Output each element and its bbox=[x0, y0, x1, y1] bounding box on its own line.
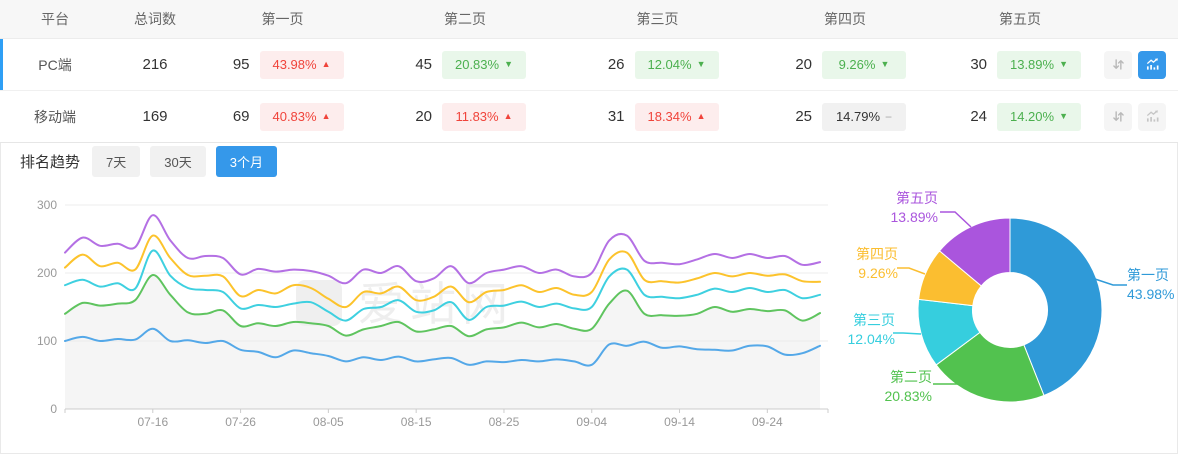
trend-arrow-icon: ▼ bbox=[880, 59, 890, 69]
page1-cell: 69 40.83% ▲ bbox=[200, 102, 365, 131]
range-tabs: 7天 30天 3个月 bbox=[92, 145, 277, 177]
trend-arrow-icon: ▼ bbox=[1059, 111, 1068, 121]
header-total: 总词数 bbox=[134, 11, 176, 27]
page4-count: 25 bbox=[795, 108, 812, 125]
trend-badge: 11.83% ▲ bbox=[442, 102, 526, 131]
trend-line-chart: 爱站网 0 100 200 300 07-16 07-26 08-05 08-15 08-25 09… bbox=[37, 198, 829, 429]
page1-cell: 95 43.98% ▲ bbox=[200, 50, 365, 79]
page2-cell: 20 11.83% ▲ bbox=[365, 102, 565, 131]
trend-badge: 20.83% ▼ bbox=[442, 50, 526, 79]
tab-7-days[interactable]: 7天 bbox=[92, 145, 141, 177]
svg-text:0: 0 bbox=[50, 402, 57, 416]
svg-text:爱站网: 爱站网 bbox=[358, 278, 514, 330]
svg-text:09-14: 09-14 bbox=[664, 415, 695, 429]
svg-text:08-05: 08-05 bbox=[313, 415, 344, 429]
donut-label-page5: 第五页 13.89% bbox=[890, 190, 938, 225]
header-page3: 第三页 bbox=[636, 11, 679, 27]
header-page5: 第五页 bbox=[999, 11, 1041, 27]
page1-count: 69 bbox=[232, 108, 250, 125]
donut-label-page1: 第一页 43.98% bbox=[1127, 267, 1175, 302]
header-page2: 第二页 bbox=[444, 11, 486, 27]
svg-text:08-25: 08-25 bbox=[489, 415, 520, 429]
trend-chart-button[interactable] bbox=[1138, 50, 1166, 79]
trend-arrow-icon: ▲ bbox=[321, 111, 331, 121]
trend-badge: 14.20% ▼ bbox=[997, 102, 1081, 131]
page2-count: 45 bbox=[415, 56, 432, 73]
page3-count: 26 bbox=[607, 56, 625, 73]
table-row-mobile[interactable]: 移动端 169 69 40.83% ▲ 20 11.83% ▲ 31 18.34% ▲… bbox=[0, 91, 1178, 143]
page5-cell: 24 14.20% ▼ bbox=[940, 102, 1100, 131]
header-page4: 第四页 bbox=[824, 11, 866, 27]
trend-badge: 43.98% ▲ bbox=[259, 50, 344, 79]
trend-arrow-icon: ▲ bbox=[696, 111, 706, 121]
svg-text:07-26: 07-26 bbox=[225, 415, 256, 429]
svg-text:09-04: 09-04 bbox=[576, 415, 607, 429]
platform-name: PC端 bbox=[38, 56, 72, 73]
page-distribution-donut-chart bbox=[893, 211, 1127, 403]
donut-label-page2: 第二页 20.83% bbox=[884, 369, 932, 404]
trend-badge: 12.04% ▼ bbox=[634, 50, 719, 79]
total-words: 169 bbox=[142, 108, 168, 125]
trend-badge: 40.83% ▲ bbox=[259, 102, 344, 131]
trend-badge: 18.34% ▲ bbox=[634, 102, 719, 131]
trend-chart-icon bbox=[1146, 58, 1158, 70]
page1-count: 95 bbox=[232, 56, 250, 73]
donut-label-page3: 第三页 12.04% bbox=[847, 312, 895, 347]
row-actions bbox=[1100, 50, 1178, 79]
trend-badge: 13.89% ▼ bbox=[997, 50, 1081, 79]
page4-count: 20 bbox=[795, 56, 812, 73]
trend-badge: 14.79% − bbox=[822, 102, 906, 131]
trend-arrow-icon: − bbox=[885, 109, 893, 124]
table-header-row: 平台 总词数 第一页 第二页 第三页 第四页 第五页 bbox=[0, 0, 1178, 39]
tab-3-months[interactable]: 3个月 bbox=[215, 145, 277, 177]
page4-cell: 25 14.79% − bbox=[750, 102, 940, 131]
trend-title: 排名趋势 bbox=[20, 153, 81, 171]
page5-cell: 30 13.89% ▼ bbox=[940, 50, 1100, 79]
trend-arrow-icon: ▲ bbox=[321, 59, 331, 69]
tab-30-days[interactable]: 30天 bbox=[150, 145, 206, 177]
page3-cell: 31 18.34% ▲ bbox=[565, 102, 750, 131]
sort-arrows-icon bbox=[1112, 59, 1124, 70]
svg-text:300: 300 bbox=[37, 198, 57, 212]
trend-section-header: 排名趋势 7天 30天 3个月 bbox=[20, 145, 277, 177]
sort-button[interactable] bbox=[1104, 50, 1132, 79]
svg-text:100: 100 bbox=[37, 334, 57, 348]
row-actions bbox=[1100, 102, 1178, 131]
page5-count: 30 bbox=[970, 56, 987, 73]
platform-name: 移动端 bbox=[34, 108, 76, 125]
sort-arrows-icon bbox=[1112, 111, 1124, 122]
page5-count: 24 bbox=[970, 108, 987, 125]
table-row-pc[interactable]: PC端 216 95 43.98% ▲ 45 20.83% ▼ 26 12.04% ▼… bbox=[0, 39, 1178, 91]
page3-count: 31 bbox=[607, 108, 625, 125]
header-platform: 平台 bbox=[41, 11, 69, 27]
trend-arrow-icon: ▲ bbox=[503, 111, 513, 121]
page4-cell: 20 9.26% ▼ bbox=[750, 50, 940, 79]
page2-cell: 45 20.83% ▼ bbox=[365, 50, 565, 79]
svg-text:07-16: 07-16 bbox=[137, 415, 168, 429]
rank-table: 平台 总词数 第一页 第二页 第三页 第四页 第五页 PC端 216 95 43… bbox=[0, 0, 1178, 143]
trend-arrow-icon: ▼ bbox=[504, 59, 513, 69]
svg-text:200: 200 bbox=[37, 266, 57, 280]
svg-text:08-15: 08-15 bbox=[401, 415, 432, 429]
trend-chart-icon bbox=[1146, 110, 1158, 122]
page3-cell: 26 12.04% ▼ bbox=[565, 50, 750, 79]
total-words: 216 bbox=[142, 56, 168, 73]
trend-badge: 9.26% ▼ bbox=[822, 50, 906, 79]
donut-label-page4: 第四页 9.26% bbox=[856, 246, 898, 281]
page2-count: 20 bbox=[415, 108, 432, 125]
trend-chart-button[interactable] bbox=[1138, 102, 1166, 131]
svg-text:09-24: 09-24 bbox=[752, 415, 783, 429]
trend-arrow-icon: ▼ bbox=[696, 59, 706, 69]
trend-arrow-icon: ▼ bbox=[1059, 59, 1068, 69]
header-page1: 第一页 bbox=[261, 11, 304, 27]
sort-button[interactable] bbox=[1104, 102, 1132, 131]
